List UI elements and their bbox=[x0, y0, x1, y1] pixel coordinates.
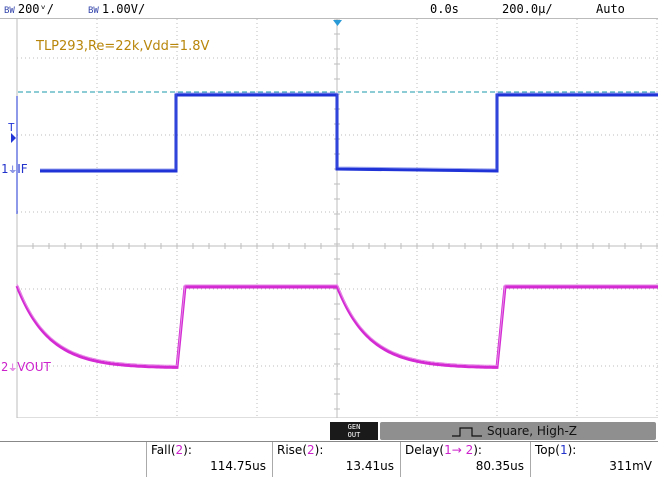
measurement-top[interactable]: Top(1): 311mV bbox=[530, 442, 658, 477]
ch2-number: 2 bbox=[1, 360, 9, 374]
ch2-scale-readout[interactable]: BW 1.00V/ bbox=[88, 0, 145, 20]
measurement-channel: 2 bbox=[175, 443, 184, 457]
generator-waveform-label: Square, High-Z bbox=[487, 424, 578, 438]
square-wave-icon bbox=[452, 427, 482, 437]
scope-annotation: TLP293,Re=22k,Vdd=1.8V bbox=[36, 39, 210, 54]
measurement-channel: 1 bbox=[559, 443, 568, 457]
ch1-scale-readout[interactable]: BW 200ᵛ/ bbox=[4, 0, 54, 20]
measurement-name: Rise bbox=[277, 443, 303, 457]
measurement-value: 13.41us bbox=[345, 459, 394, 473]
measurement-name: Top bbox=[535, 443, 556, 457]
ch1-bandwidth-limit: BW bbox=[4, 6, 15, 16]
measurement-rise[interactable]: Rise(2): 13.41us bbox=[272, 442, 400, 477]
ch1-scale: 200ᵛ/ bbox=[17, 2, 54, 16]
ch2-bandwidth-limit: BW bbox=[88, 6, 99, 16]
time-scale[interactable]: 200.0µ/ bbox=[502, 2, 553, 16]
measurement-value: 80.35us bbox=[475, 459, 524, 473]
measurement-delay[interactable]: Delay(1→ 2): 80.35us bbox=[400, 442, 530, 477]
ch2-scale: 1.00V/ bbox=[101, 2, 146, 16]
measurement-channel: 2 bbox=[307, 443, 315, 457]
ch2-label: VOUT bbox=[17, 360, 51, 374]
gen-badge-line1: GEN bbox=[347, 423, 361, 431]
ch1-trigger-marker[interactable]: T bbox=[8, 121, 16, 143]
ground-icon: ⏚ bbox=[8, 166, 18, 176]
status-bar-divider bbox=[0, 18, 658, 19]
trigger-mode[interactable]: Auto bbox=[596, 2, 625, 16]
measurement-name: Fall bbox=[151, 443, 171, 457]
generator-output-badge[interactable]: GEN OUT bbox=[330, 422, 378, 440]
graticule bbox=[16, 18, 658, 419]
ch1-label: IF bbox=[17, 162, 28, 176]
ch2-ground-marker[interactable]: 2⏚VOUT bbox=[1, 360, 51, 375]
ch2-waveform bbox=[15, 283, 658, 369]
trigger-position-marker[interactable] bbox=[333, 20, 342, 26]
measurement-channel: 1→ 2 bbox=[444, 443, 474, 457]
generator-settings-bar[interactable] bbox=[380, 422, 656, 440]
svg-text:T: T bbox=[8, 121, 15, 134]
ch1-ground-marker[interactable]: 1⏚IF bbox=[1, 162, 28, 177]
status-bar: BW 200ᵛ/ BW 1.00V/ 0.0s 200.0µ/ Auto bbox=[0, 0, 658, 18]
ch1-number: 1 bbox=[1, 162, 9, 176]
measurement-name: Delay bbox=[405, 443, 440, 457]
measurements-divider bbox=[0, 441, 658, 442]
time-offset[interactable]: 0.0s bbox=[430, 2, 459, 16]
measurement-value: 311mV bbox=[609, 459, 652, 473]
ground-icon: ⏚ bbox=[8, 364, 18, 374]
ch1-waveform bbox=[16, 92, 658, 214]
measurement-value: 114.75us bbox=[210, 459, 266, 473]
measurement-fall[interactable]: Fall(2): 114.75us bbox=[146, 442, 272, 477]
gen-badge-line2: OUT bbox=[347, 431, 361, 439]
